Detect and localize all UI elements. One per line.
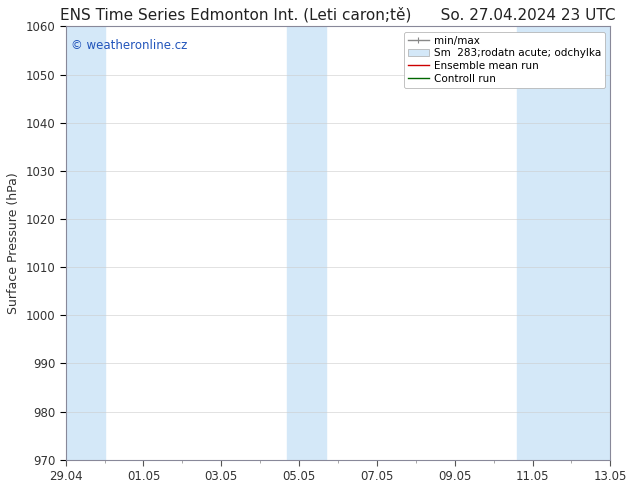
Legend: min/max, Sm  283;rodatn acute; odchylka, Ensemble mean run, Controll run: min/max, Sm 283;rodatn acute; odchylka, … [403, 31, 605, 88]
Y-axis label: Surface Pressure (hPa): Surface Pressure (hPa) [7, 172, 20, 314]
Text: © weatheronline.cz: © weatheronline.cz [71, 39, 188, 52]
Bar [60, 26, 105, 460]
Bar [287, 26, 327, 460]
Bar [517, 26, 616, 460]
Title: ENS Time Series Edmonton Int. (Leti caron;tě)      So. 27.04.2024 23 UTC: ENS Time Series Edmonton Int. (Leti caro… [60, 7, 616, 23]
